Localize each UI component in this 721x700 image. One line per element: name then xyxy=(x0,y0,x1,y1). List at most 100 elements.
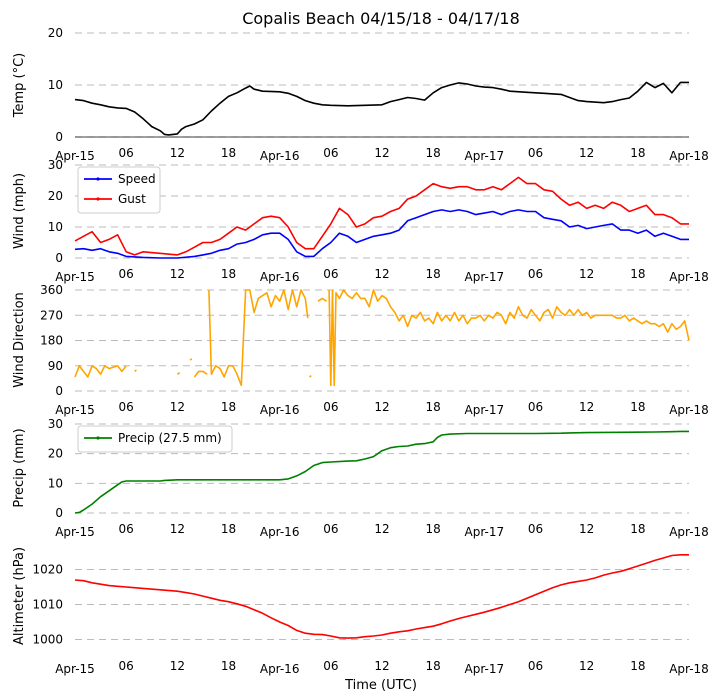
x-tick-label-temp: Apr-17 xyxy=(465,149,505,163)
y-tick-label-wind: 30 xyxy=(48,158,63,172)
series-line-wdir-direction xyxy=(193,370,208,378)
x-tick-label-alt: Apr-16 xyxy=(260,662,300,676)
series-line-wdir-direction xyxy=(208,289,309,387)
x-tick-label-wind: 18 xyxy=(630,267,645,281)
series-line-wdir-direction xyxy=(176,372,181,375)
y-axis-label-temp: Temp (°C) xyxy=(12,53,27,119)
y-tick-label-precip: 10 xyxy=(48,476,63,490)
panel-wind: 0 10 20 30 Apr-15 06 12 18 Apr-16 06 12 18 Apr-17 06 1… xyxy=(12,158,709,284)
x-tick-label-wind: Apr-18 xyxy=(669,270,709,284)
chart-title: Copalis Beach 04/15/18 - 04/17/18 xyxy=(242,9,520,28)
x-tick-label-precip: Apr-17 xyxy=(465,525,505,539)
legend-label-wind: Gust xyxy=(118,192,146,206)
x-tick-label-alt: 06 xyxy=(323,659,338,673)
series-line-wind-gust xyxy=(74,176,689,256)
x-tick-label-precip: 18 xyxy=(630,522,645,536)
series-line-wdir-direction xyxy=(328,289,690,387)
y-tick-label-precip: 20 xyxy=(48,447,63,461)
series-line-wdir-direction xyxy=(317,297,328,302)
x-tick-label-wdir: Apr-16 xyxy=(260,403,300,417)
y-tick-label-alt: 1010 xyxy=(32,598,63,612)
y-tick-label-wind: 10 xyxy=(48,220,63,234)
y-axis-label-wdir: Wind Direction xyxy=(12,292,27,388)
x-tick-label-precip: 12 xyxy=(579,522,594,536)
x-tick-label-temp: Apr-16 xyxy=(260,149,300,163)
x-tick-label-wind: 12 xyxy=(579,267,594,281)
x-tick-label-precip: 06 xyxy=(528,522,543,536)
x-tick-label-wdir: 18 xyxy=(630,400,645,414)
panel-alt: 1000 1010 1020 Apr-15 06 12 18 Apr-16 06 12 18 Apr-… xyxy=(12,547,709,676)
x-tick-label-wind: 06 xyxy=(119,267,134,281)
x-tick-label-precip: 06 xyxy=(119,522,134,536)
series-line-wdir-direction xyxy=(134,369,137,373)
x-tick-label-wind: 12 xyxy=(170,267,185,281)
x-tick-label-wdir: Apr-18 xyxy=(669,403,709,417)
x-tick-label-wdir: 06 xyxy=(528,400,543,414)
series-line-temp-temp xyxy=(74,81,689,136)
x-tick-label-wdir: Apr-15 xyxy=(55,403,95,417)
x-tick-label-precip: 06 xyxy=(323,522,338,536)
x-tick-label-alt: Apr-15 xyxy=(55,662,95,676)
y-tick-label-wdir: 0 xyxy=(55,384,63,398)
y-tick-label-wdir: 360 xyxy=(40,283,63,297)
y-tick-label-wind: 20 xyxy=(48,189,63,203)
x-tick-label-wind: Apr-15 xyxy=(55,270,95,284)
panel-wdir: 0 90 180 270 360 Apr-15 06 12 18 Apr-16 06 12 18 Apr-… xyxy=(12,283,709,417)
x-tick-label-alt: 18 xyxy=(426,659,441,673)
x-tick-label-precip: 18 xyxy=(221,522,236,536)
x-tick-label-wdir: 12 xyxy=(170,400,185,414)
x-tick-label-temp: 18 xyxy=(221,146,236,160)
x-tick-label-wdir: 06 xyxy=(323,400,338,414)
x-tick-label-alt: Apr-18 xyxy=(669,662,709,676)
legend-label-wind: Speed xyxy=(118,172,156,186)
panel-temp: 0 10 20 Apr-15 06 12 18 Apr-16 06 12 18 Apr-17 06 12 1… xyxy=(12,26,709,163)
x-tick-label-wdir: 18 xyxy=(221,400,236,414)
x-tick-label-temp: 06 xyxy=(323,146,338,160)
legend-precip: Precip (27.5 mm) xyxy=(77,425,233,453)
y-tick-label-precip: 0 xyxy=(55,506,63,520)
legend-label-precip: Precip (27.5 mm) xyxy=(118,431,222,445)
x-tick-label-temp: 12 xyxy=(374,146,389,160)
x-tick-label-wind: 12 xyxy=(374,267,389,281)
y-axis-label-precip: Precip (mm) xyxy=(12,428,27,507)
series-line-wdir-direction xyxy=(308,374,312,378)
y-axis-label-wind: Wind (mph) xyxy=(12,173,27,249)
y-tick-label-wdir: 90 xyxy=(48,359,63,373)
x-tick-label-wind: 18 xyxy=(221,267,236,281)
x-tick-label-temp: Apr-18 xyxy=(669,149,709,163)
x-tick-label-wind: 18 xyxy=(426,267,441,281)
x-tick-label-wind: Apr-16 xyxy=(260,270,300,284)
series-line-wdir-direction xyxy=(74,365,127,378)
y-tick-label-temp: 0 xyxy=(55,130,63,144)
legend-box-precip xyxy=(77,425,233,453)
x-tick-label-alt: 18 xyxy=(221,659,236,673)
x-tick-label-temp: 06 xyxy=(528,146,543,160)
series-line-wdir-direction xyxy=(189,358,193,361)
x-tick-label-wdir: 12 xyxy=(579,400,594,414)
x-tick-label-alt: 12 xyxy=(579,659,594,673)
x-tick-label-wind: Apr-17 xyxy=(465,270,505,284)
x-tick-label-temp: Apr-15 xyxy=(55,149,95,163)
y-tick-label-alt: 1020 xyxy=(32,563,63,577)
x-tick-label-wind: 06 xyxy=(323,267,338,281)
x-tick-label-alt: Apr-17 xyxy=(465,662,505,676)
x-tick-label-alt: 18 xyxy=(630,659,645,673)
legend-wind: Speed Gust xyxy=(77,166,161,214)
y-tick-label-wdir: 180 xyxy=(40,334,63,348)
x-tick-label-wind: 06 xyxy=(528,267,543,281)
x-tick-label-precip: Apr-18 xyxy=(669,525,709,539)
y-tick-label-wind: 0 xyxy=(55,251,63,265)
x-tick-label-precip: 12 xyxy=(170,522,185,536)
x-tick-label-precip: Apr-16 xyxy=(260,525,300,539)
series-line-precip-precip-27-5-mm- xyxy=(74,430,689,514)
x-tick-label-alt: 06 xyxy=(119,659,134,673)
legend-marker-precip xyxy=(96,436,100,440)
legend-marker-wind xyxy=(96,197,100,201)
x-tick-label-precip: 12 xyxy=(374,522,389,536)
y-axis-label-alt: Altimeter (hPa) xyxy=(12,547,27,645)
x-tick-label-wdir: Apr-17 xyxy=(465,403,505,417)
x-tick-label-alt: 12 xyxy=(374,659,389,673)
y-tick-label-alt: 1000 xyxy=(32,633,63,647)
